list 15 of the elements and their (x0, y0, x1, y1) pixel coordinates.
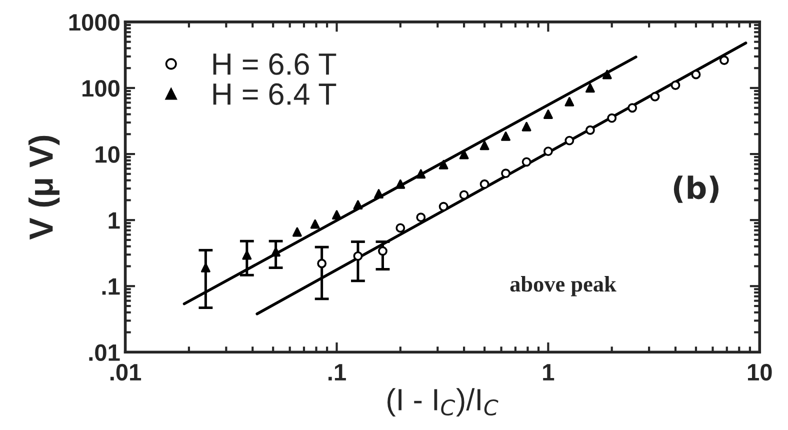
y-tick-label: .1 (102, 278, 120, 295)
x-tick-label: .1 (328, 364, 346, 380)
y-axis-title: V (μ V) (28, 136, 60, 240)
x-tick-label: 1 (543, 364, 554, 380)
legend-label: H = 6.6 T (213, 53, 336, 75)
x-tick-label: 10 (748, 364, 772, 381)
y-tick-label: 1000 (69, 14, 120, 31)
legend-label: H = 6.4 T (213, 83, 336, 105)
annotation: (b) (674, 176, 718, 203)
x-axis-title: (I - I$_{C}$)/I$_{C}$ (388, 388, 498, 417)
y-tick-label: .01 (89, 344, 120, 361)
annotation: above peak (510, 276, 616, 296)
y-tick-label: 100 (82, 80, 120, 97)
y-tick-label: 10 (96, 146, 120, 163)
y-tick-label: 1 (108, 212, 120, 229)
